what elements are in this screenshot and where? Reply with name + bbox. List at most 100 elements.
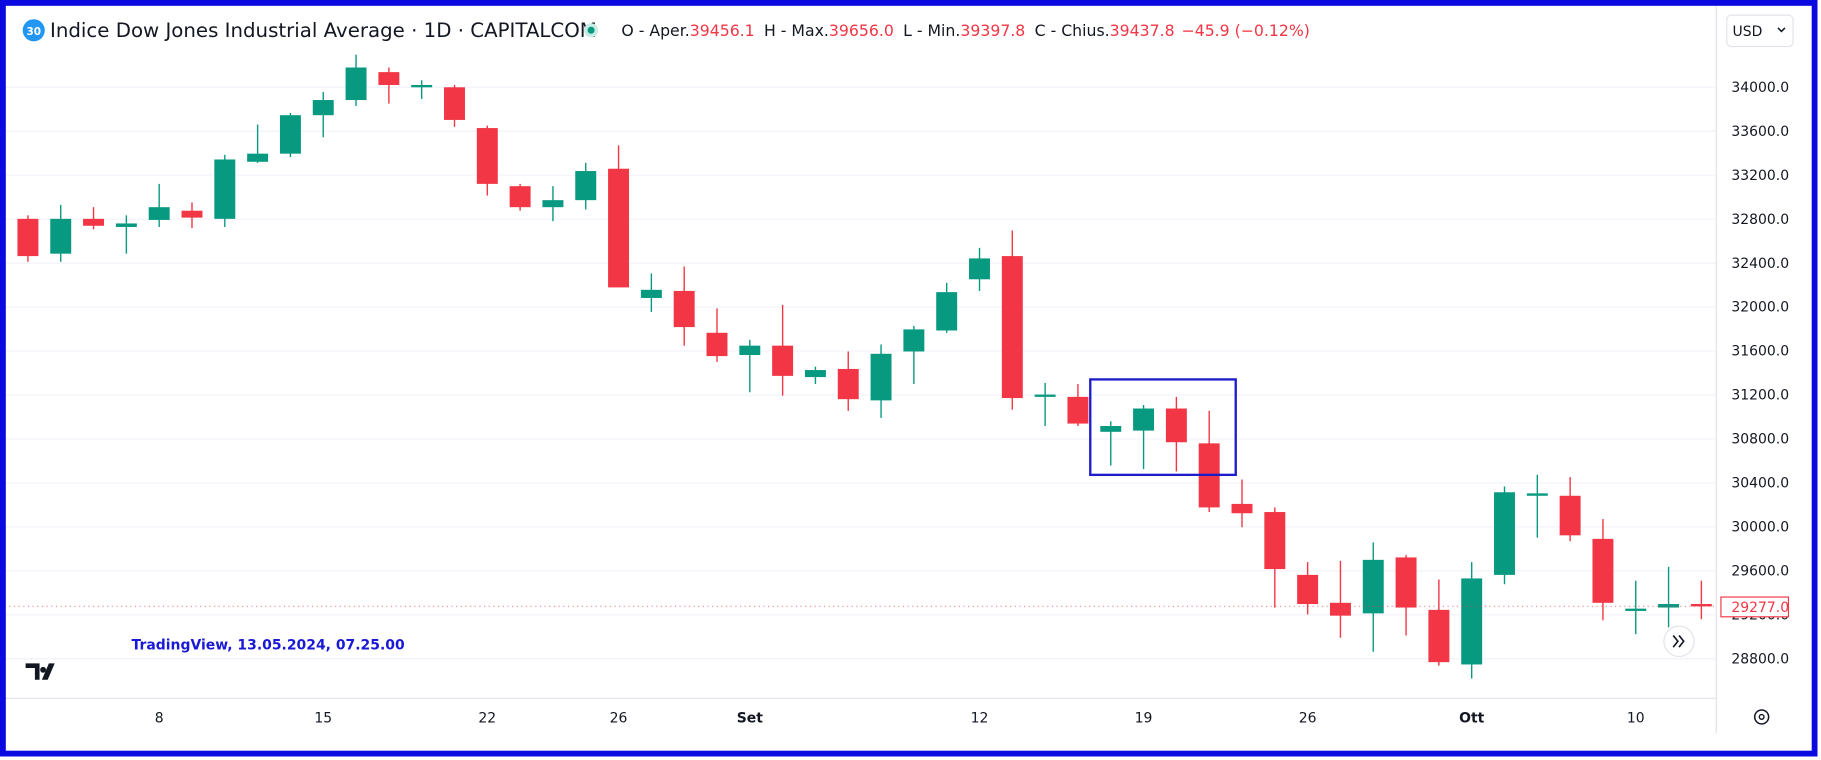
candle-body <box>181 210 203 218</box>
candle-body <box>772 345 794 376</box>
y-tick-label: 33600.0 <box>1731 124 1789 140</box>
axes: 28800.029200.029600.030000.030400.030800… <box>155 80 1789 727</box>
x-tick-label: 22 <box>478 711 496 727</box>
candle-body <box>903 329 925 352</box>
candle-body <box>870 353 892 401</box>
ohlc-value: 39656.0 <box>829 21 894 40</box>
watermark: TradingView, 13.05.2024, 07.25.00 <box>131 637 404 653</box>
y-tick-label: 31200.0 <box>1731 388 1789 404</box>
x-tick-label: 10 <box>1627 711 1645 727</box>
ohlc-label: O - Aper. <box>621 21 689 40</box>
candle-body <box>1034 394 1056 397</box>
tv-logo <box>25 663 55 680</box>
settings-center <box>1758 713 1765 720</box>
candle-body <box>1592 538 1614 603</box>
candles <box>0 54 1717 679</box>
candle-body <box>1625 608 1647 611</box>
candle-body <box>1001 256 1023 399</box>
candle-body <box>378 72 400 85</box>
candle-body <box>214 159 236 219</box>
candle-body <box>1067 396 1089 424</box>
candle-body <box>1329 602 1351 616</box>
candle-body <box>837 368 859 400</box>
candle-body <box>739 345 761 355</box>
candle-body <box>640 289 662 298</box>
settings-button[interactable] <box>1753 709 1770 725</box>
ohlc-label: C - Chius. <box>1035 21 1110 40</box>
candle-body <box>1264 512 1286 570</box>
x-tick-label: 15 <box>314 711 332 727</box>
y-tick-label: 34000.0 <box>1731 80 1789 96</box>
candle-body <box>1297 574 1319 605</box>
x-tick-label: 8 <box>155 711 164 727</box>
x-tick-label: Ott <box>1459 711 1485 727</box>
badge-text: 30 <box>26 26 41 38</box>
candle-body <box>608 168 630 288</box>
candle-body <box>148 207 170 220</box>
candle-body <box>115 223 137 227</box>
candle-body <box>411 84 433 88</box>
ohlc-label: H - Max. <box>764 21 829 40</box>
candle-body <box>1690 604 1712 607</box>
symbol-title: Indice Dow Jones Industrial Average · 1D… <box>50 19 597 42</box>
candle-body <box>50 218 72 254</box>
currency-chevron <box>1777 27 1786 33</box>
y-tick-label: 30400.0 <box>1731 476 1789 492</box>
y-tick-label: 32000.0 <box>1731 300 1789 316</box>
highlight-box <box>1089 378 1237 477</box>
ohlc-value: 39456.1 <box>690 21 755 40</box>
candle-body <box>1461 578 1483 665</box>
x-tick-label: Set <box>737 711 764 727</box>
ohlc-value: 39437.8 <box>1110 21 1175 40</box>
candle-body <box>1362 559 1384 614</box>
candle-body <box>804 370 826 378</box>
y-tick-label: 30000.0 <box>1731 520 1789 536</box>
ohlc-legend: O - Aper.39456.1 H - Max.39656.0 L - Min.3… <box>621 21 1310 40</box>
y-tick-label: 32800.0 <box>1731 212 1789 228</box>
candle-body <box>312 100 334 116</box>
candle-body <box>83 218 105 226</box>
candle-body <box>1133 408 1155 431</box>
y-tick-label: 29600.0 <box>1731 563 1789 579</box>
candle-body <box>345 67 367 101</box>
grid <box>0 86 1717 660</box>
candle-body <box>673 290 695 328</box>
candle-body <box>936 292 958 331</box>
last-price-label: 29277.0 <box>1731 600 1789 616</box>
y-tick-label: 31600.0 <box>1731 344 1789 360</box>
symbol-badge <box>22 19 45 42</box>
currency-text: USD <box>1733 24 1763 40</box>
x-tick-label: 19 <box>1135 711 1153 727</box>
y-tick-label: 28800.0 <box>1731 651 1789 667</box>
candle-body <box>1526 493 1548 496</box>
candle-body <box>706 332 728 357</box>
x-tick-label: 26 <box>610 711 628 727</box>
ohlc-value: 39397.8 <box>960 21 1025 40</box>
y-tick-label: 33200.0 <box>1731 168 1789 184</box>
y-tick-label: 32400.0 <box>1731 256 1789 272</box>
candle-body <box>1428 609 1450 663</box>
candle-body <box>969 258 990 280</box>
candle-body <box>1165 408 1187 443</box>
scroll-button[interactable] <box>1663 625 1695 657</box>
candle-body <box>1658 604 1680 608</box>
candle-body <box>509 186 531 208</box>
candle-body <box>1559 495 1581 536</box>
candle-body <box>1494 492 1515 575</box>
ohlc-label: L - Min. <box>903 21 960 40</box>
last-price-box <box>1720 596 1790 618</box>
candle-body <box>1231 503 1253 514</box>
candle-body <box>247 153 269 162</box>
candle-body <box>17 218 39 257</box>
candle-body <box>476 128 498 184</box>
currency-button[interactable] <box>1726 14 1794 48</box>
status-dot <box>587 26 595 34</box>
scroll-icon <box>1672 634 1685 648</box>
ohlc-change: −45.9 (−0.12%) <box>1182 21 1310 40</box>
x-tick-label: 26 <box>1299 711 1317 727</box>
candle-body <box>279 115 301 154</box>
